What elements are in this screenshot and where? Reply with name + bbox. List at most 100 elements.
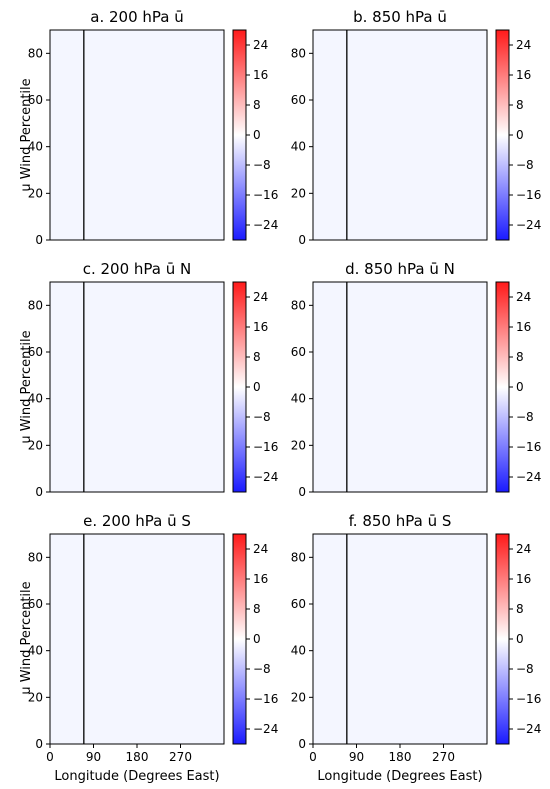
colorbar-tick-label: −16 <box>253 188 278 202</box>
y-tick-label: 20 <box>28 690 43 704</box>
y-tick-label: 0 <box>35 737 43 751</box>
colorbar-tick-label: 8 <box>516 602 524 616</box>
y-tick-label: 80 <box>28 550 43 564</box>
colorbar-tick-label: −16 <box>253 692 278 706</box>
colorbar <box>495 533 510 745</box>
colorbar-tick-label: 24 <box>516 38 531 52</box>
colorbar-tick-label: 16 <box>516 320 531 334</box>
colorbar <box>495 281 510 493</box>
y-tick-label: 40 <box>291 140 306 154</box>
heatmap-field <box>313 534 487 744</box>
colorbar-tick-label: −16 <box>516 692 541 706</box>
colorbar-tick-label: −24 <box>516 218 541 232</box>
colorbar-tick-label: −8 <box>516 158 534 172</box>
colorbar-tick-label: 24 <box>253 542 268 556</box>
colorbar-tick-label: −16 <box>253 440 278 454</box>
colorbar-tick-label: 0 <box>253 128 261 142</box>
colorbar-tick-label: 8 <box>516 350 524 364</box>
y-tick-label: 0 <box>298 485 306 499</box>
y-tick-label: 0 <box>35 233 43 247</box>
colorbar <box>232 281 247 493</box>
y-tick-label: 60 <box>291 93 306 107</box>
colorbar-tick-label: 16 <box>516 572 531 586</box>
axes-frame <box>312 29 488 241</box>
y-axis-label-row-1: u Wind Percentile <box>19 78 34 191</box>
x-tick-label: 0 <box>46 750 54 764</box>
y-tick-label: 20 <box>28 186 43 200</box>
colorbar <box>495 29 510 241</box>
x-tick-label: 180 <box>389 750 412 764</box>
colorbar <box>232 29 247 241</box>
y-tick-label: 60 <box>28 93 43 107</box>
y-tick-label: 60 <box>28 597 43 611</box>
x-axis-label-left: Longitude (Degrees East) <box>54 769 219 784</box>
colorbar-tick-label: 0 <box>253 380 261 394</box>
heatmap-field <box>313 282 487 492</box>
y-tick-label: 40 <box>28 140 43 154</box>
colorbar-tick-label: −24 <box>516 722 541 736</box>
x-tick-label: 90 <box>86 750 101 764</box>
colorbar-tick-label: 16 <box>516 68 531 82</box>
y-tick-label: 80 <box>28 46 43 60</box>
colorbar-tick-label: 8 <box>516 98 524 112</box>
colorbar-tick-label: −16 <box>516 440 541 454</box>
x-tick-label: 90 <box>349 750 364 764</box>
colorbar-tick-label: −8 <box>516 410 534 424</box>
heatmap-field <box>313 30 487 240</box>
x-tick-label: 0 <box>309 750 317 764</box>
y-tick-label: 80 <box>291 298 306 312</box>
y-tick-label: 80 <box>291 46 306 60</box>
y-axis-label-row-3: u Wind Percentile <box>19 581 34 694</box>
colorbar-tick-label: −24 <box>253 722 278 736</box>
y-tick-label: 40 <box>28 644 43 658</box>
colorbar-tick-label: 24 <box>253 38 268 52</box>
y-tick-label: 40 <box>28 392 43 406</box>
x-tick-label: 270 <box>169 750 192 764</box>
colorbar-tick-label: 24 <box>253 290 268 304</box>
colorbar-tick-label: 24 <box>516 290 531 304</box>
y-tick-label: 40 <box>291 644 306 658</box>
y-tick-label: 80 <box>28 298 43 312</box>
colorbar-tick-label: 0 <box>516 128 524 142</box>
x-tick-label: 180 <box>126 750 149 764</box>
colorbar-tick-label: 16 <box>253 320 268 334</box>
colorbar-tick-label: 0 <box>253 632 261 646</box>
colorbar-tick-label: 16 <box>253 572 268 586</box>
y-tick-label: 80 <box>291 550 306 564</box>
x-axis-label-right: Longitude (Degrees East) <box>317 769 482 784</box>
panel-title: a. 200 hPa ū <box>90 8 183 26</box>
y-tick-label: 0 <box>35 485 43 499</box>
colorbar-tick-label: 0 <box>516 632 524 646</box>
x-tick-label: 270 <box>432 750 455 764</box>
colorbar-tick-label: −24 <box>253 470 278 484</box>
y-tick-label: 20 <box>291 438 306 452</box>
colorbar-tick-label: 0 <box>516 380 524 394</box>
colorbar-tick-label: 8 <box>253 602 261 616</box>
colorbar-tick-label: −8 <box>253 158 271 172</box>
panel-title: d. 850 hPa ū N <box>345 260 455 278</box>
colorbar-tick-label: −8 <box>516 662 534 676</box>
panel-title: f. 850 hPa ū S <box>349 512 452 530</box>
y-tick-label: 0 <box>298 233 306 247</box>
y-tick-label: 60 <box>28 345 43 359</box>
axes-frame <box>49 281 225 493</box>
colorbar-tick-label: −24 <box>516 470 541 484</box>
y-tick-label: 20 <box>28 438 43 452</box>
colorbar-tick-label: 16 <box>253 68 268 82</box>
colorbar-tick-label: 8 <box>253 350 261 364</box>
axes-frame <box>312 281 488 493</box>
heatmap-field <box>50 534 224 744</box>
heatmap-field <box>50 282 224 492</box>
colorbar-tick-label: −16 <box>516 188 541 202</box>
colorbar-tick-label: −24 <box>253 218 278 232</box>
y-tick-label: 20 <box>291 690 306 704</box>
y-tick-label: 60 <box>291 345 306 359</box>
colorbar <box>232 533 247 745</box>
